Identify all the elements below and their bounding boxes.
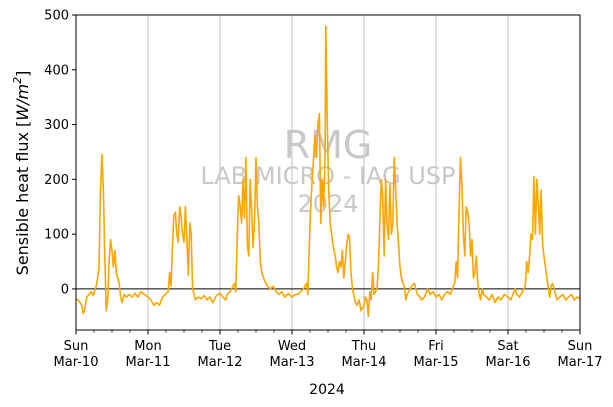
x-tick-label-day: Fri <box>428 339 444 354</box>
x-tick-label-date: Mar-11 <box>126 355 171 370</box>
grid-layer <box>147 15 509 330</box>
x-tick-label-date: Mar-10 <box>54 355 99 370</box>
y-tick-label: 300 <box>44 118 69 133</box>
x-tick-label-date: Mar-13 <box>270 355 315 370</box>
x-tick-label-day: Mon <box>134 339 161 354</box>
y-tick-label: 400 <box>44 63 69 78</box>
x-tick-label-day: Wed <box>278 339 306 354</box>
y-tick-label: 0 <box>61 282 69 297</box>
x-tick-label-date: Mar-15 <box>414 355 459 370</box>
x-tick-label-day: Sun <box>568 339 593 354</box>
y-axis-label-prefix: Sensible heat flux [ <box>13 121 32 276</box>
x-tick-label-day: Sun <box>64 339 89 354</box>
x-axis-label: 2024 <box>309 382 345 398</box>
x-tick-label-date: Mar-12 <box>198 355 243 370</box>
x-tick-label-date: Mar-16 <box>486 355 531 370</box>
y-axis-label-exponent: 2 <box>11 77 24 84</box>
x-tick-label-date: Mar-14 <box>342 355 387 370</box>
y-tick-label: 500 <box>44 9 69 24</box>
x-tick-label-day: Thu <box>351 339 376 354</box>
watermark-text: 2024 <box>297 190 358 218</box>
series-layer <box>75 25 581 318</box>
y-axis-label-suffix: ] <box>13 71 32 77</box>
x-tick-label-day: Sat <box>497 339 518 354</box>
y-axis-label-unit: W/m <box>13 84 32 121</box>
x-tick-label-day: Tue <box>208 339 231 354</box>
y-axis: 0 100 200 300 400 500 <box>44 9 76 297</box>
x-tick-label-date: Mar-17 <box>558 355 603 370</box>
y-tick-label: 100 <box>44 228 69 243</box>
series-line <box>75 25 581 318</box>
y-axis-label: Sensible heat flux [W/m2] <box>11 71 32 276</box>
y-tick-label: 200 <box>44 173 69 188</box>
x-axis: SunMar-10MonMar-11TueMar-12WedMar-13ThuM… <box>54 330 603 370</box>
